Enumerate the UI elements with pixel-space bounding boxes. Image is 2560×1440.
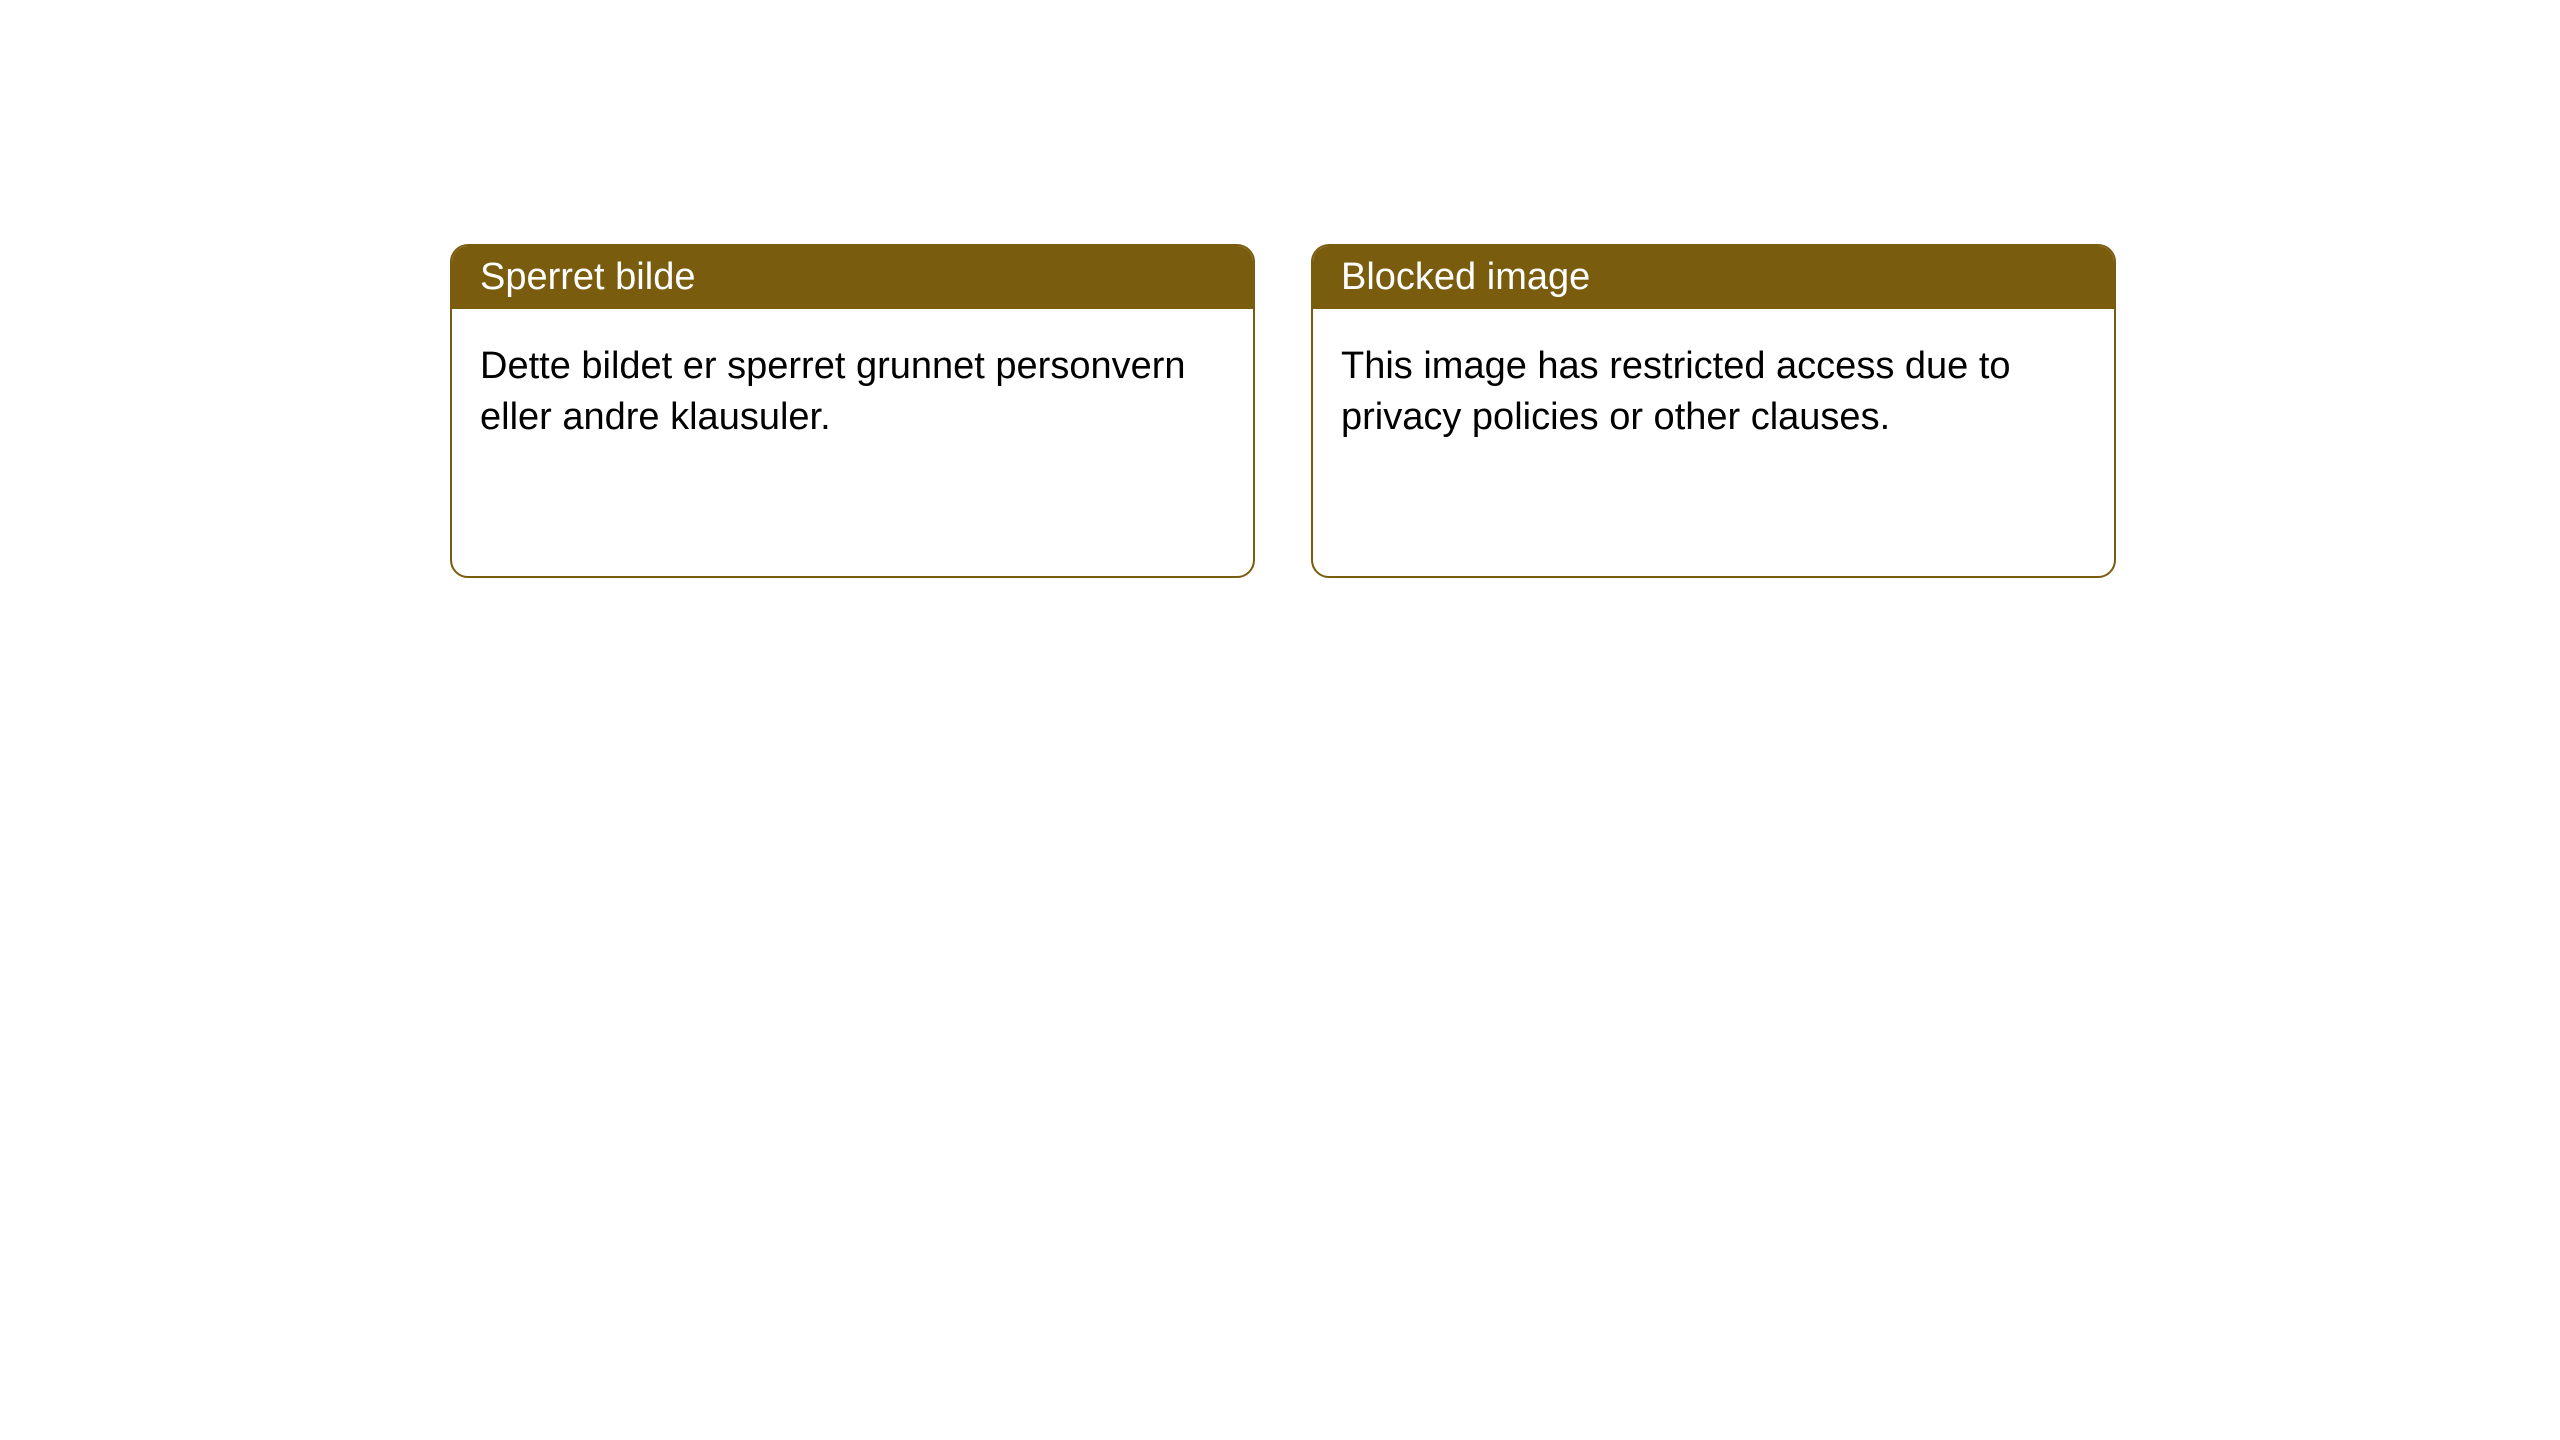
blocked-image-card-english: Blocked image This image has restricted … bbox=[1311, 244, 2116, 578]
card-body: Dette bildet er sperret grunnet personve… bbox=[452, 309, 1253, 476]
card-header: Blocked image bbox=[1313, 246, 2114, 309]
card-header-text: Sperret bilde bbox=[480, 256, 695, 298]
card-body: This image has restricted access due to … bbox=[1313, 309, 2114, 476]
blocked-image-card-norwegian: Sperret bilde Dette bildet er sperret gr… bbox=[450, 244, 1255, 578]
blocked-image-cards-container: Sperret bilde Dette bildet er sperret gr… bbox=[450, 244, 2116, 578]
card-body-text: Dette bildet er sperret grunnet personve… bbox=[480, 345, 1186, 438]
card-header-text: Blocked image bbox=[1341, 256, 1590, 298]
card-body-text: This image has restricted access due to … bbox=[1341, 345, 2011, 438]
card-header: Sperret bilde bbox=[452, 246, 1253, 309]
